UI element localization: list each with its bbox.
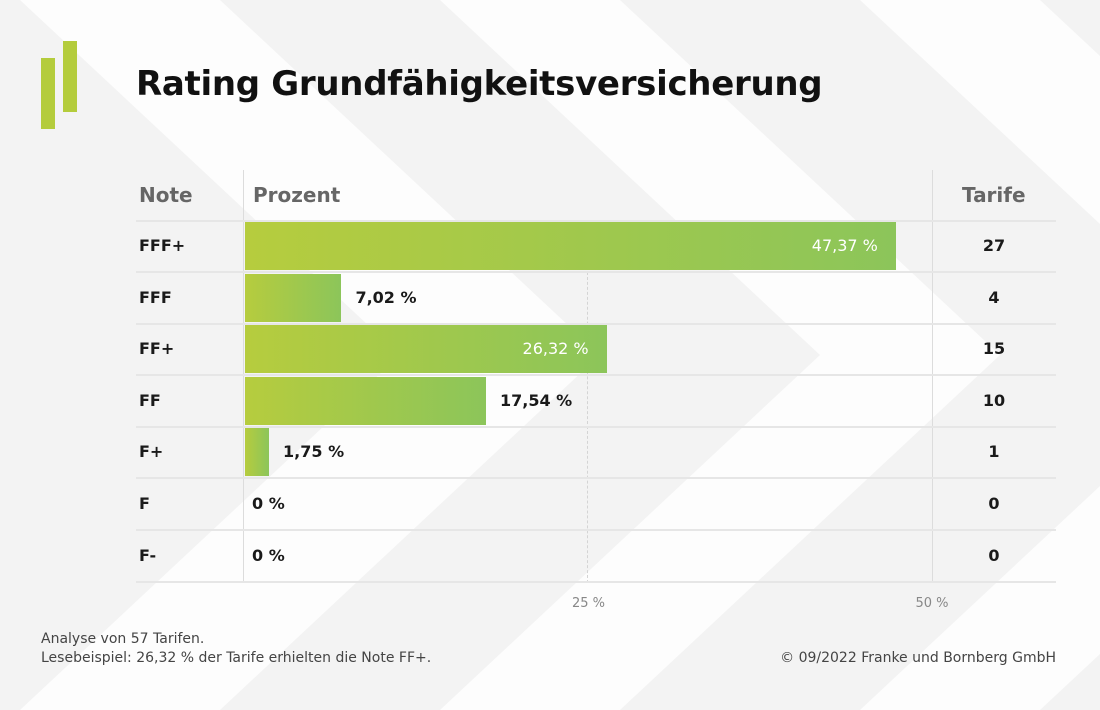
bar-F+ — [245, 428, 270, 477]
value-label: 0 % — [252, 494, 285, 513]
row-label: FFF+ — [139, 236, 186, 255]
row-divider — [136, 374, 1056, 377]
row-label: FFF — [139, 287, 172, 307]
bar-FF — [245, 376, 486, 425]
tarife-count: 1 — [988, 442, 1000, 462]
column-header-prozent: Prozent — [253, 183, 341, 207]
footer-analysis-note: Analyse von 57 Tarifen. — [41, 631, 205, 647]
column-header-note: Note — [139, 183, 193, 207]
row-label: FF+ — [139, 339, 175, 359]
logo-bar-right — [63, 41, 77, 112]
row-label: F+ — [139, 442, 164, 462]
tarife-count: 10 — [982, 390, 1006, 410]
value-label: 7,02 % — [355, 287, 417, 307]
value-label: 1,75 % — [283, 442, 345, 462]
value-label: 47,37 % — [811, 236, 878, 255]
row-divider — [136, 580, 1056, 583]
tarife-count: 4 — [988, 287, 1000, 307]
row-divider — [136, 529, 1056, 531]
row-divider — [136, 477, 1056, 480]
chart-title: Rating Grundfähigkeitsversicherung — [136, 64, 823, 104]
row-label: F — [139, 494, 150, 513]
bar-FFF — [245, 273, 342, 322]
row-divider — [136, 271, 1056, 273]
row-label: FF — [139, 390, 161, 410]
tarife-count: 0 — [988, 494, 1000, 513]
logo-bar-left — [41, 58, 55, 129]
footer-copyright: © 09/2022 Franke und Bornberg GmbH — [780, 650, 1056, 666]
tarife-count: 0 — [988, 545, 1000, 565]
value-label: 17,54 % — [499, 390, 573, 410]
column-divider-left — [243, 170, 244, 583]
tarife-count: 15 — [982, 339, 1006, 359]
header-divider — [136, 220, 1056, 222]
row-label: F- — [139, 545, 157, 565]
x-tick-label: 50 % — [915, 596, 949, 611]
column-divider-right — [932, 170, 933, 583]
row-divider — [136, 425, 1056, 428]
tarife-count: 27 — [982, 236, 1006, 255]
value-label: 0 % — [252, 545, 285, 565]
column-header-tarife: Tarife — [962, 183, 1026, 207]
row-divider — [136, 322, 1056, 325]
bar-FF+ — [245, 325, 607, 374]
bar-FFF+ — [245, 222, 896, 270]
x-tick-label: 25 % — [571, 596, 606, 611]
footer-reading-example: Lesebeispiel: 26,32 % der Tarife erhielt… — [41, 650, 432, 666]
value-label: 26,32 % — [522, 339, 589, 359]
